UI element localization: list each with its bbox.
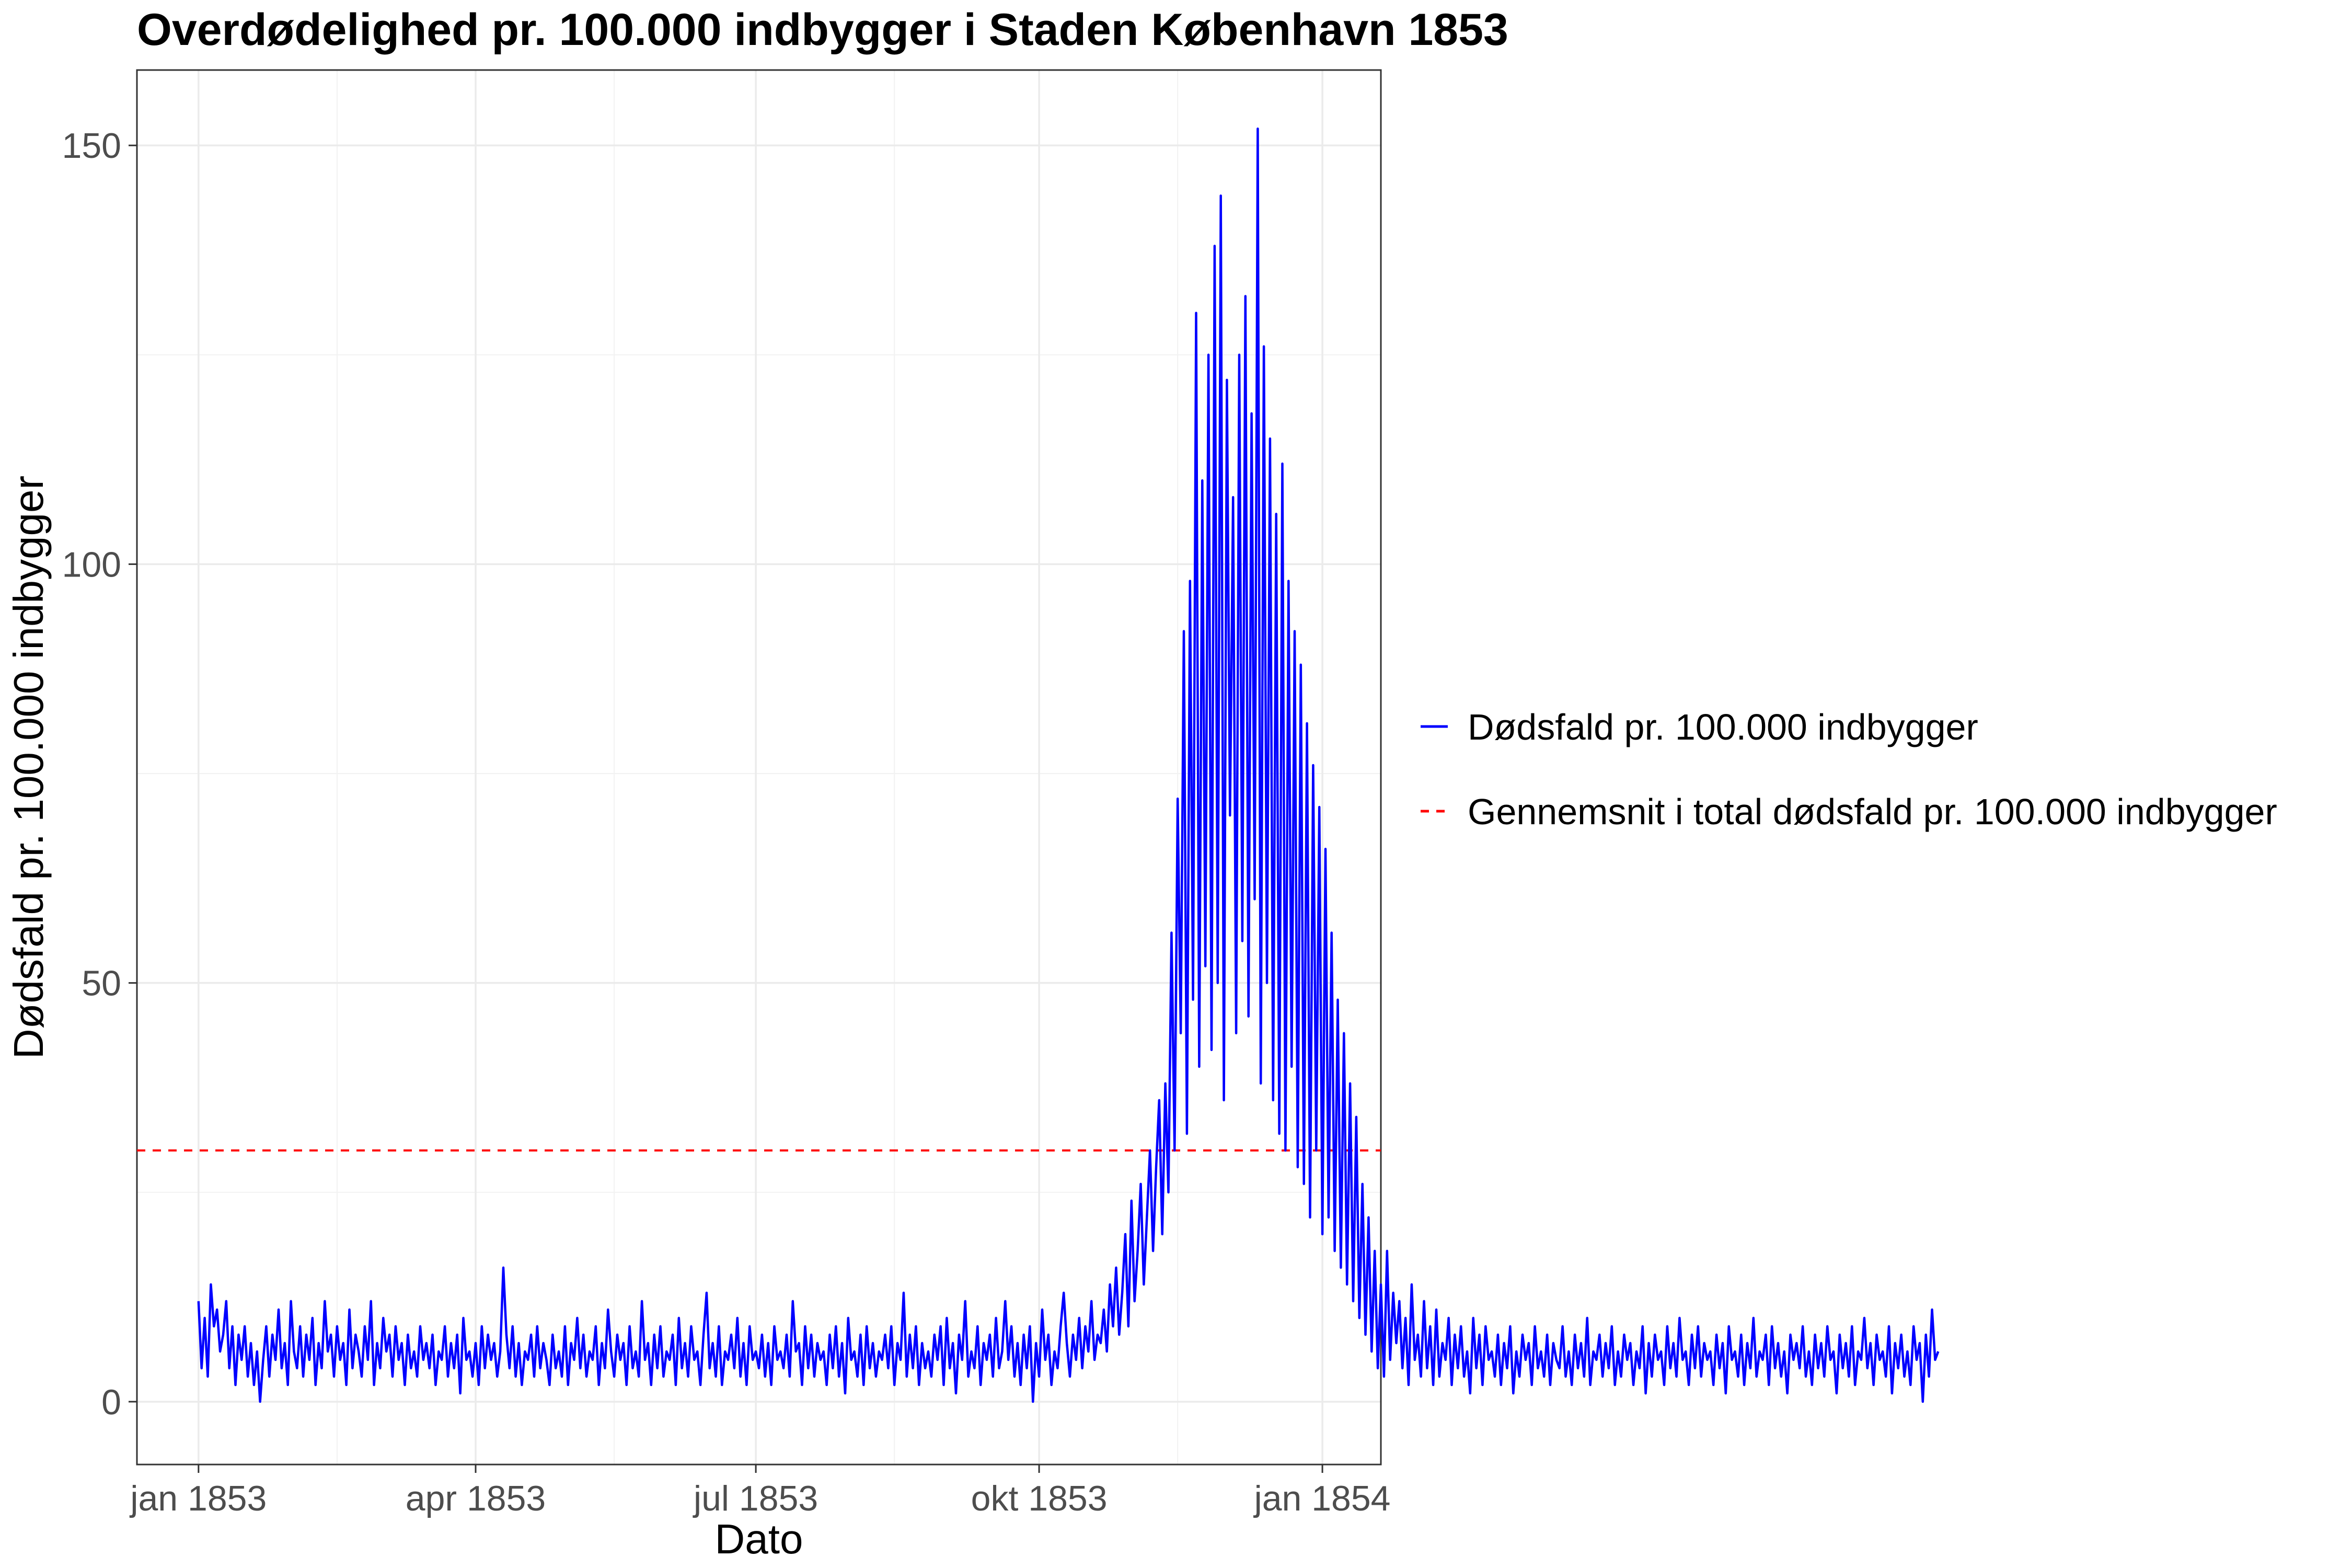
x-tick-label: apr 1853: [406, 1479, 546, 1518]
x-tick-label: jan 1854: [1253, 1479, 1391, 1518]
y-tick-label: 100: [62, 545, 121, 584]
x-tick-label: jul 1853: [693, 1479, 818, 1518]
y-tick-label: 0: [101, 1382, 121, 1422]
panel-border: [136, 69, 1382, 1466]
y-axis-title: Dødsfald pr. 100.000 indbygger: [5, 476, 52, 1059]
y-tick-label: 150: [62, 126, 121, 166]
x-axis-title: Dato: [715, 1516, 803, 1562]
daily-deaths-line: [197, 127, 1940, 1403]
legend-label-daily-deaths: Dødsfald pr. 100.000 indbygger: [1468, 707, 1978, 747]
x-tick-label: jan 1853: [129, 1479, 267, 1518]
chart-title: Overdødelighed pr. 100.000 indbygger i S…: [137, 5, 1508, 55]
legend-label-mean: Gennemsnit i total dødsfald pr. 100.000 …: [1468, 791, 2277, 832]
x-tick-label: okt 1853: [971, 1479, 1108, 1518]
y-tick-label: 50: [82, 964, 121, 1004]
y-axis: 0 50 100 150: [62, 126, 137, 1422]
x-axis: jan 1853 apr 1853 jul 1853 okt 1853 jan 1854: [129, 1465, 1391, 1518]
grid: [137, 70, 1381, 1465]
legend: Dødsfald pr. 100.000 indbygger Gennemsni…: [1421, 707, 2277, 832]
series-layer: [197, 127, 1940, 1403]
